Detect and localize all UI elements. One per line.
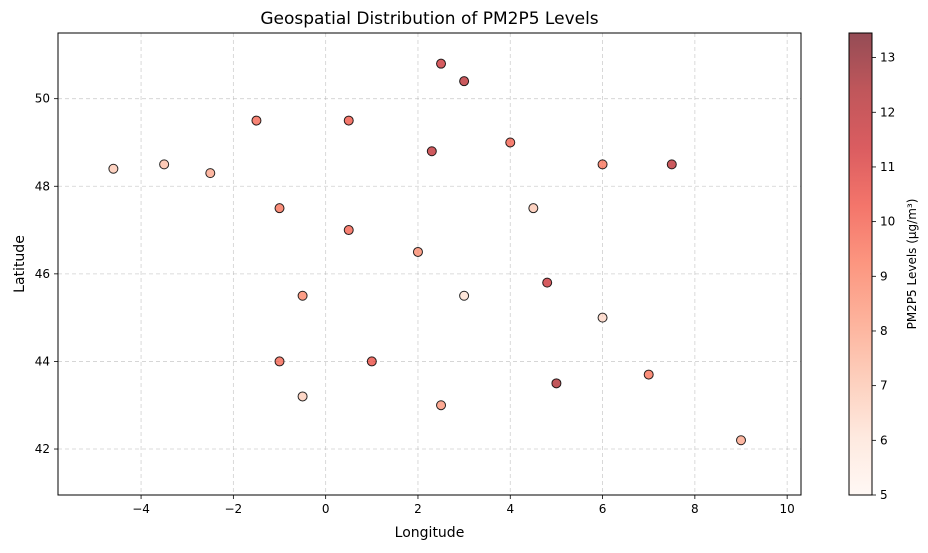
x-tick-label: 4 <box>506 502 514 516</box>
scatter-point <box>108 163 119 174</box>
x-tick-label: −4 <box>132 502 150 516</box>
x-axis-label: Longitude <box>395 525 465 541</box>
scatter-point <box>159 159 170 170</box>
colorbar-tick-label: 7 <box>880 379 888 393</box>
scatter-points <box>108 58 747 446</box>
x-tick-label: 6 <box>599 502 607 516</box>
scatter-point <box>597 159 608 170</box>
x-tick-label: 8 <box>691 502 699 516</box>
colorbar-tick-label: 11 <box>880 160 895 174</box>
colorbar-ticks: 5 6 7 8 9 10 11 12 13 <box>872 51 895 502</box>
scatter-point <box>436 58 447 69</box>
colorbar-tick-label: 12 <box>880 105 895 119</box>
colorbar: 5 6 7 8 9 10 11 12 13 PM2P5 Levels (µg/m³) <box>848 32 919 502</box>
y-tick-label: 48 <box>35 179 50 193</box>
scatter-point <box>297 391 308 402</box>
scatter-point <box>412 246 423 257</box>
colorbar-tick-label: 13 <box>880 51 895 65</box>
chart-title: Geospatial Distribution of PM2P5 Levels <box>260 9 598 29</box>
plot-frame <box>57 32 802 496</box>
colorbar-frame <box>848 32 873 496</box>
scatter-point <box>551 378 562 389</box>
y-tick-label: 42 <box>35 442 50 456</box>
scatter-point <box>251 115 262 126</box>
scatter-point <box>528 203 539 214</box>
scatter-point <box>426 146 437 157</box>
scatter-point <box>459 290 470 301</box>
y-tick-label: 46 <box>35 267 50 281</box>
scatter-point <box>274 203 285 214</box>
scatter-point <box>736 435 747 446</box>
scatter-point <box>274 356 285 367</box>
x-tick-label: 10 <box>780 502 795 516</box>
scatter-point <box>205 168 216 179</box>
colorbar-tick-label: 8 <box>880 324 888 338</box>
scatter-point <box>597 312 608 323</box>
scatter-point <box>643 369 654 380</box>
colorbar-tick-label: 10 <box>880 215 895 229</box>
colorbar-tick-label: 9 <box>880 269 888 283</box>
x-tick-label: −2 <box>225 502 243 516</box>
y-axis-label: Latitude <box>12 235 28 293</box>
scatter-point <box>343 225 354 236</box>
scatter-point <box>366 356 377 367</box>
colorbar-gradient <box>849 33 872 495</box>
scatter-point <box>666 159 677 170</box>
grid-lines <box>58 33 801 495</box>
scatter-point <box>542 277 553 288</box>
scatter-point <box>297 290 308 301</box>
colorbar-tick-label: 6 <box>880 433 888 447</box>
y-tick-label: 44 <box>35 354 50 368</box>
x-tick-label: 0 <box>322 502 330 516</box>
x-tick-label: 2 <box>414 502 422 516</box>
colorbar-tick-label: 5 <box>880 488 888 502</box>
scatter-point <box>505 137 516 148</box>
scatter-point <box>343 115 354 126</box>
scatter-point <box>459 76 470 87</box>
y-tick-label: 50 <box>35 92 50 106</box>
colorbar-label: PM2P5 Levels (µg/m³) <box>905 199 919 330</box>
scatter-point <box>436 400 447 411</box>
